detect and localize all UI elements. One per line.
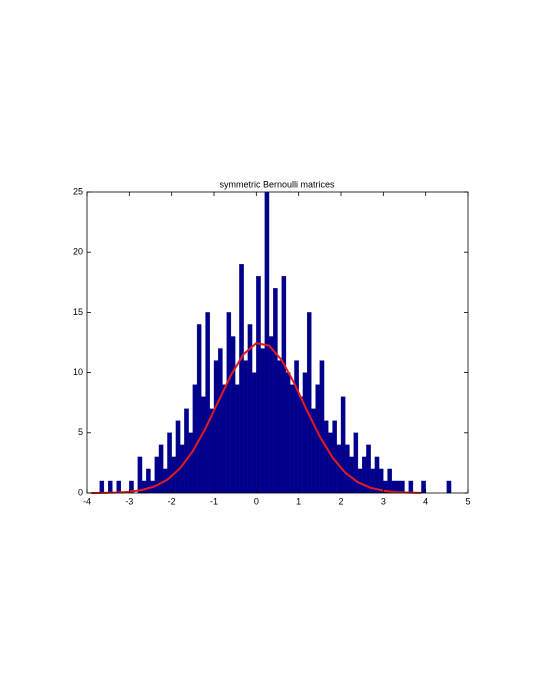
bar	[188, 432, 193, 494]
bar	[328, 432, 333, 494]
bar	[357, 468, 363, 494]
x-tick-label: -4	[83, 496, 91, 506]
bar	[336, 444, 342, 494]
x-tick-label: -3	[125, 496, 133, 506]
bar	[154, 456, 160, 494]
bar	[192, 384, 198, 494]
bar	[99, 480, 105, 494]
bar	[209, 408, 215, 494]
bar	[294, 360, 299, 494]
bar	[230, 336, 236, 494]
bar	[184, 408, 189, 494]
bar	[421, 480, 426, 494]
bar	[141, 480, 147, 494]
bar	[273, 288, 278, 494]
bar	[319, 360, 325, 494]
bar	[213, 360, 219, 494]
bar	[251, 372, 257, 494]
bar	[201, 396, 206, 494]
bar	[408, 480, 414, 494]
bar	[340, 396, 346, 494]
fit-curve	[91, 342, 422, 494]
y-tick-label: 15	[73, 307, 83, 317]
bar	[374, 456, 380, 494]
bar	[256, 276, 261, 494]
x-tick-label: 2	[338, 496, 343, 506]
x-tick-label: 3	[381, 496, 386, 506]
bar	[277, 360, 282, 494]
bar	[290, 384, 295, 494]
bar	[264, 191, 270, 494]
x-tick-label: 1	[296, 496, 301, 506]
x-tick-label: 0	[254, 496, 259, 506]
bar	[446, 480, 452, 494]
x-tick-label: 5	[465, 496, 470, 506]
bar	[137, 456, 143, 494]
bar	[226, 312, 232, 494]
bar	[158, 444, 164, 494]
bar	[218, 348, 223, 494]
y-tick-label: 25	[73, 186, 83, 196]
bar	[315, 384, 320, 494]
y-tick-label: 20	[73, 247, 83, 257]
chart-title: symmetric Bernoulli matrices	[219, 179, 335, 189]
bar	[108, 480, 113, 494]
bar	[345, 444, 350, 494]
y-tick-label: 10	[73, 367, 83, 377]
bar	[306, 312, 312, 494]
x-tick-label: -1	[210, 496, 218, 506]
bar	[281, 276, 287, 494]
bar	[175, 420, 181, 494]
y-tick-label: 5	[78, 427, 83, 437]
bar	[285, 372, 291, 494]
y-tick-label: 0	[78, 487, 83, 497]
plot-frame	[86, 191, 469, 494]
x-tick-label: -2	[168, 496, 176, 506]
bar	[167, 432, 172, 494]
bar	[222, 384, 227, 494]
bar	[116, 480, 122, 494]
bar	[298, 396, 304, 494]
bar	[235, 384, 240, 494]
bar	[260, 348, 265, 494]
bar	[353, 432, 359, 494]
x-tick-label: 4	[423, 496, 428, 506]
bar	[387, 468, 392, 494]
bar	[362, 456, 367, 494]
bar	[196, 324, 202, 494]
bar	[239, 264, 244, 494]
bar	[302, 372, 308, 494]
bar	[349, 456, 354, 494]
bar	[205, 312, 210, 494]
bar	[323, 420, 329, 494]
bar	[268, 336, 274, 494]
bar	[400, 480, 405, 494]
bar	[243, 360, 249, 494]
